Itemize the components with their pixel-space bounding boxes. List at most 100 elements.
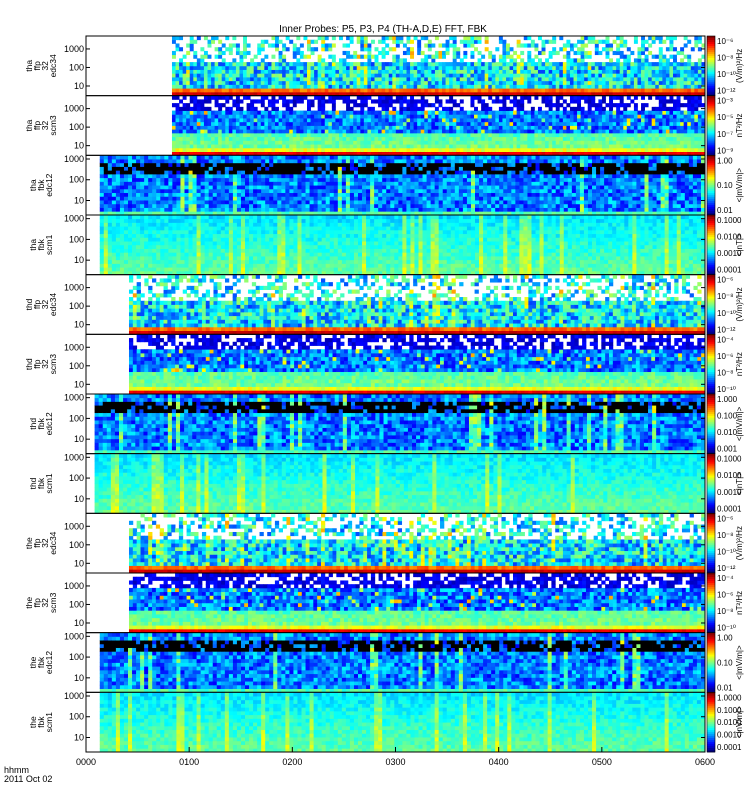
y-tick-label: 100 <box>69 122 84 132</box>
colorbar-tick-label: 0.0001 <box>717 743 742 752</box>
colorbar-tick-label: 10⁻¹⁰ <box>717 70 736 79</box>
colorbar-title: <|mV/m|> <box>735 645 744 680</box>
panel-label-line: edc12 <box>44 651 54 674</box>
panel-label-line: scm3 <box>48 592 58 613</box>
y-tick-label: 100 <box>69 175 84 185</box>
colorbar-tick-label: 10⁻⁶ <box>717 514 733 523</box>
colorbar-tick-label: 10⁻⁶ <box>717 276 733 285</box>
y-tick-label: 10 <box>74 618 84 628</box>
colorbar-the-fbk-edc12: 1.000.100.01<|mV/m|> <box>707 633 744 693</box>
colorbar-title: (V/m)²/Hz <box>735 526 744 560</box>
colorbar-tick-label: 1.000 <box>717 395 738 404</box>
panel-label-line: edc12 <box>44 412 54 435</box>
panel-tha-fbk-scm1: 100010010thafbkscm10.10000.01000.00100.0… <box>28 214 744 275</box>
colorbar-tick-label: 0.1000 <box>717 455 742 464</box>
panel-label-line: scm1 <box>44 473 54 494</box>
colorbar-tick-label: 10⁻¹² <box>717 564 736 573</box>
colorbar-tick-label: 1.0000 <box>717 693 742 702</box>
y-tick-label: 10 <box>74 673 84 683</box>
spectrogram-thd-ffp32-edc34 <box>129 275 705 335</box>
panel-label-line: edc34 <box>48 293 58 316</box>
colorbar-tick-label: 0.01 <box>717 206 733 215</box>
spectrogram-the-ffp32-edc34 <box>129 513 705 573</box>
panel-label-line: edc12 <box>44 173 54 196</box>
spectrogram-tha-ffp32-scm3 <box>172 96 705 156</box>
colorbar-tick-label: 1.00 <box>717 156 733 165</box>
y-tick-label: 1000 <box>64 283 84 293</box>
panel-label-line: edc34 <box>48 54 58 77</box>
x-tick-label: 0100 <box>179 757 199 767</box>
colorbar-tick-label: 0.10 <box>717 659 733 668</box>
colorbar-title: <|nT|> <box>735 472 744 495</box>
y-tick-label: 10 <box>74 434 84 444</box>
colorbar-title: nT²/Hz <box>735 114 744 138</box>
colorbar-title: <|mV/m|> <box>735 406 744 441</box>
y-tick-label: 100 <box>69 301 84 311</box>
spectrogram-the-fbk-scm1 <box>100 692 706 752</box>
y-tick-label: 100 <box>69 413 84 423</box>
y-tick-label: 10 <box>74 732 84 742</box>
colorbar-tick-label: 10⁻⁴ <box>717 574 734 583</box>
spectrogram-tha-fbk-edc12 <box>100 155 706 215</box>
colorbar-tick-label: 10⁻⁶ <box>717 352 733 361</box>
y-tick-label: 100 <box>69 361 84 371</box>
panel-label-line: scm3 <box>48 115 58 136</box>
panel-the-ffp32-scm3: 100010010theffp32scm310⁻⁴10⁻⁶10⁻⁸10⁻¹⁰nT… <box>24 573 744 633</box>
x-tick-label: 0400 <box>489 757 509 767</box>
spectrogram-the-ffp32-scm3 <box>129 573 705 633</box>
x-axis-date-label: 2011 Oct 02 <box>4 774 52 784</box>
chart-title: Inner Probes: P5, P3, P4 (TH-A,D,E) FFT,… <box>279 24 487 35</box>
panel-label-line: scm1 <box>44 234 54 255</box>
y-tick-label: 1000 <box>64 691 84 701</box>
x-tick-label: 0600 <box>695 757 715 767</box>
colorbar-tick-label: 0.1000 <box>717 216 742 225</box>
colorbar-tick-label: 10⁻¹² <box>717 325 736 334</box>
colorbar-tha-fbk-edc12: 1.00 0.10 0.01<|mV/m|> <box>707 155 744 215</box>
panel-label-line: scm3 <box>48 354 58 375</box>
panel-the-ffp32-edc34: 100010010theffp32edc3410⁻⁶10⁻⁸10⁻¹⁰10⁻¹²… <box>24 513 744 573</box>
panel-thd-fbk-scm1: 100010010thdfbkscm10.10000.01000.00100.0… <box>28 452 744 513</box>
y-tick-label: 1000 <box>64 631 84 641</box>
y-tick-label: 100 <box>69 712 84 722</box>
x-tick-label: 0300 <box>385 757 405 767</box>
colorbar-title: <|nT|> <box>735 233 744 256</box>
y-tick-label: 100 <box>69 62 84 72</box>
colorbar-tick-label: 10⁻⁸ <box>717 54 734 63</box>
y-tick-label: 1000 <box>64 104 84 114</box>
panel-label-line: scm1 <box>44 712 54 733</box>
y-tick-label: 10 <box>74 320 84 330</box>
colorbar-tick-label: 0.01 <box>717 683 733 692</box>
colorbar-tick-label: 0.10 <box>717 181 733 190</box>
colorbar-tick-label: 10⁻⁸ <box>717 531 734 540</box>
y-tick-label: 100 <box>69 234 84 244</box>
y-tick-label: 1000 <box>64 521 84 531</box>
panel-tha-ffp32-edc34: 100010010thaffp32edc3410⁻⁶10⁻⁸10⁻¹⁰10⁻¹²… <box>24 36 744 96</box>
spectrogram-tha-fbk-scm1 <box>100 215 706 275</box>
y-tick-label: 10 <box>74 81 84 91</box>
colorbar-tick-label: 10⁻⁷ <box>717 130 733 139</box>
y-tick-label: 100 <box>69 652 84 662</box>
y-tick-label: 10 <box>74 141 84 151</box>
colorbar-tick-label: 10⁻⁸ <box>717 292 734 301</box>
y-tick-label: 100 <box>69 473 84 483</box>
y-tick-label: 1000 <box>64 452 84 462</box>
colorbar-title: <|mV/m|> <box>735 168 744 203</box>
spectrogram-thd-fbk-scm1 <box>95 454 706 514</box>
y-tick-label: 1000 <box>64 44 84 54</box>
y-tick-label: 10 <box>74 255 84 265</box>
y-tick-label: 10 <box>74 195 84 205</box>
panel-label-line: edc34 <box>48 531 58 554</box>
panels-group: 100010010thaffp32edc3410⁻⁶10⁻⁸10⁻¹⁰10⁻¹²… <box>24 36 744 752</box>
y-tick-label: 10 <box>74 494 84 504</box>
panel-thd-fbk-edc12: 100010010thdfbkedc121.0000.1000.0100.001… <box>28 393 744 454</box>
colorbar-tick-label: 10⁻⁹ <box>717 146 734 155</box>
colorbar-thd-fbk-edc12: 1.0000.1000.0100.001<|mV/m|> <box>707 394 744 454</box>
panel-thd-ffp32-scm3: 100010010thdffp32scm310⁻⁴10⁻⁶10⁻⁸10⁻¹⁰nT… <box>24 334 744 394</box>
